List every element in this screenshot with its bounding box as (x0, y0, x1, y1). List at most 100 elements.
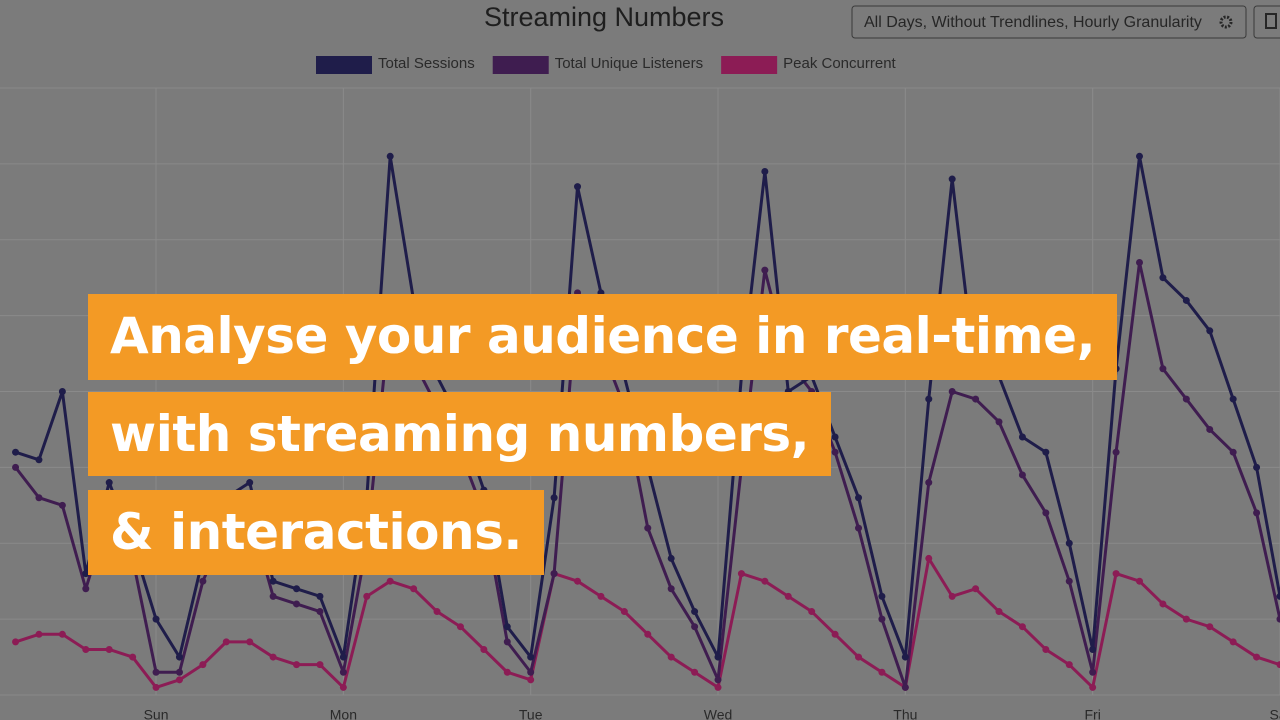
data-point (339, 683, 347, 691)
data-point (1018, 471, 1026, 479)
data-point (222, 638, 230, 646)
data-point (12, 638, 20, 646)
data-point (1136, 152, 1144, 160)
data-point (1229, 638, 1237, 646)
data-point (1136, 577, 1144, 585)
data-point (1253, 463, 1261, 471)
legend-swatch (492, 56, 549, 74)
data-point (175, 676, 183, 684)
data-point (12, 463, 20, 471)
data-point (1159, 600, 1167, 608)
data-point (293, 585, 301, 593)
data-point (199, 661, 207, 669)
data-point (480, 645, 488, 653)
data-point (1206, 425, 1214, 433)
data-point (948, 592, 956, 600)
data-point (433, 608, 441, 616)
data-point (644, 524, 652, 532)
data-point (269, 577, 277, 585)
overlay-line: Analyse your audience in real-time, (88, 294, 1118, 380)
data-point (199, 577, 207, 585)
data-point (175, 668, 183, 676)
data-point (761, 266, 769, 274)
data-point (503, 668, 511, 676)
chart-title: Streaming Numbers (484, 2, 724, 32)
data-point (1089, 683, 1097, 691)
data-point (105, 645, 113, 653)
data-point (1042, 448, 1050, 456)
data-point (410, 585, 418, 593)
data-point (1206, 327, 1214, 335)
data-point (714, 676, 722, 684)
data-point (1182, 395, 1190, 403)
data-point (1089, 668, 1097, 676)
selector-label[interactable]: All Days, Without Trendlines, Hourly Gra… (864, 14, 1202, 31)
data-point (503, 638, 511, 646)
data-point (293, 661, 301, 669)
data-point (456, 623, 464, 631)
data-point (316, 608, 324, 616)
data-point (58, 501, 66, 509)
data-point (1182, 615, 1190, 623)
x-tick-label: Mon (330, 707, 357, 720)
gear-icon[interactable] (1219, 15, 1233, 29)
data-point (82, 645, 90, 653)
export-icon[interactable] (1265, 13, 1277, 29)
data-point (901, 653, 909, 661)
data-point (386, 152, 394, 160)
data-point (1253, 509, 1261, 517)
data-point (269, 653, 277, 661)
data-point (855, 494, 863, 502)
x-tick-label: Wed (704, 707, 733, 720)
data-point (129, 653, 137, 661)
data-point (1018, 623, 1026, 631)
data-point (574, 577, 582, 585)
data-point (855, 524, 863, 532)
data-point (714, 653, 722, 661)
data-point (35, 494, 43, 502)
x-tick-label: Thu (893, 707, 917, 720)
data-point (995, 608, 1003, 616)
data-point (1253, 653, 1261, 661)
data-point (316, 592, 324, 600)
data-point (339, 668, 347, 676)
data-point (1206, 623, 1214, 631)
data-point (878, 592, 886, 600)
data-point (1229, 448, 1237, 456)
data-point (597, 592, 605, 600)
data-point (1065, 661, 1073, 669)
legend-label: Total Unique Listeners (555, 55, 703, 72)
overlay-line: with streaming numbers, (88, 392, 832, 476)
data-point (1276, 592, 1280, 600)
data-point (152, 615, 160, 623)
data-point (667, 585, 675, 593)
data-point (1159, 365, 1167, 373)
data-point (82, 585, 90, 593)
data-point (878, 615, 886, 623)
overlay-line: & interactions. (88, 490, 544, 575)
data-point (714, 683, 722, 691)
data-point (620, 608, 628, 616)
data-point (293, 600, 301, 608)
legend-swatch (316, 56, 372, 74)
data-point (1112, 448, 1120, 456)
data-point (339, 653, 347, 661)
data-point (761, 577, 769, 585)
data-point (1276, 661, 1280, 669)
data-point (831, 448, 839, 456)
data-point (1136, 259, 1144, 267)
data-point (1065, 539, 1073, 547)
legend-swatch (721, 56, 778, 74)
data-point (58, 630, 66, 638)
data-point (1182, 296, 1190, 304)
data-point (386, 577, 394, 585)
data-point (574, 183, 582, 191)
data-point (737, 570, 745, 578)
data-point (644, 630, 652, 638)
selector-box[interactable] (851, 5, 1247, 39)
view-selector[interactable]: All Days, Without Trendlines, Hourly Gra… (851, 5, 1247, 39)
data-point (1112, 570, 1120, 578)
data-point (925, 554, 933, 562)
data-point (316, 661, 324, 669)
data-point (831, 630, 839, 638)
